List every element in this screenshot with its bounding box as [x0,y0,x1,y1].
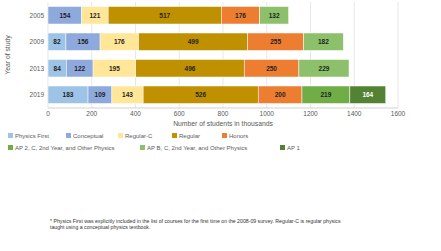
data-label: 121 [89,12,100,19]
legend-swatch [66,133,71,138]
data-label: 176 [114,38,125,45]
data-label: 250 [266,65,277,72]
data-label: 82 [53,38,61,45]
y-axis-title: Year of study [4,35,12,75]
bar-segment [139,33,248,50]
bar-segment [48,86,88,103]
tick-label: 0 [46,110,50,117]
legend-label: Regular-C [125,133,153,139]
category-label: 2019 [30,91,45,98]
category-label: 2009 [30,38,45,45]
tick-label: 1600 [391,110,406,117]
grid-line [398,2,399,108]
legend-label: Regular [179,133,200,139]
data-label: 526 [195,91,206,98]
data-label: 143 [122,91,133,98]
data-label: 496 [185,65,196,72]
bar-segment [100,33,139,50]
bar-segment [302,86,350,103]
legend-swatch [222,133,227,138]
data-label: 182 [318,38,329,45]
x-axis-line [48,108,398,109]
bar-segment [143,86,258,103]
category-label: 2005 [30,12,45,19]
bars [48,7,386,104]
tick-label: 400 [130,110,141,117]
legend-label: AP 1 [287,145,301,151]
bar-segment [304,33,344,50]
legend-swatch [8,133,13,138]
bar-segment [244,60,299,77]
data-label: 219 [320,91,331,98]
data-label: 132 [269,12,280,19]
x-axis-title: Number of students in thousands [173,120,273,127]
data-label: 255 [270,38,281,45]
tick-label: 1000 [260,110,275,117]
legend-swatch [8,145,13,150]
data-label: 195 [109,65,120,72]
bar-segment [82,7,108,24]
tick-label: 600 [174,110,185,117]
data-label: 109 [95,91,106,98]
bar-segment [48,7,82,24]
data-label: 156 [78,38,89,45]
legend-swatch [280,145,285,150]
legend-label: Conceptual [73,133,103,139]
data-label: 183 [63,91,74,98]
data-label: 517 [159,12,170,19]
legend-label: AP 2, C, 2nd Year, and Other Physics [15,145,115,151]
bar-segment [88,86,112,103]
data-label: 154 [59,12,70,19]
data-label: 84 [54,65,62,72]
bar-segment [112,86,143,103]
legend-label: Physics First [15,133,49,139]
bar-segment [248,33,304,50]
bar-segment [108,7,221,24]
data-label: 176 [235,12,246,19]
bar-segment [299,60,349,77]
tick-label: 200 [86,110,97,117]
bar-segment [93,60,136,77]
data-label: 122 [74,65,85,72]
tick-label: 1200 [303,110,318,117]
bar-segment [136,60,245,77]
data-label: 229 [319,65,330,72]
bar-segment [350,86,386,103]
legend-swatch [118,133,123,138]
bar-segment [48,60,66,77]
bar-segment [260,7,289,24]
data-label: 200 [275,91,286,98]
legend-swatch [172,133,177,138]
bar-segment [258,86,302,103]
legend-label: AP B, C, 2nd Year, and Other Physics [147,145,247,151]
data-label: 164 [362,91,373,98]
bar-segment [66,33,100,50]
tick-label: 1400 [347,110,362,117]
footnote: * Physics First was explicitly included … [50,218,350,231]
legend-swatch [140,145,145,150]
bar-segment [48,33,66,50]
bar-segment [66,60,93,77]
legend-label: Honors [229,133,248,139]
data-label: 499 [188,38,199,45]
bar-segment [221,7,260,24]
tick-label: 800 [218,110,229,117]
category-label: 2013 [30,65,45,72]
chart: 0 200 400 600 800 1000 1200 1400 1600 2005 2009 201… [0,0,441,251]
